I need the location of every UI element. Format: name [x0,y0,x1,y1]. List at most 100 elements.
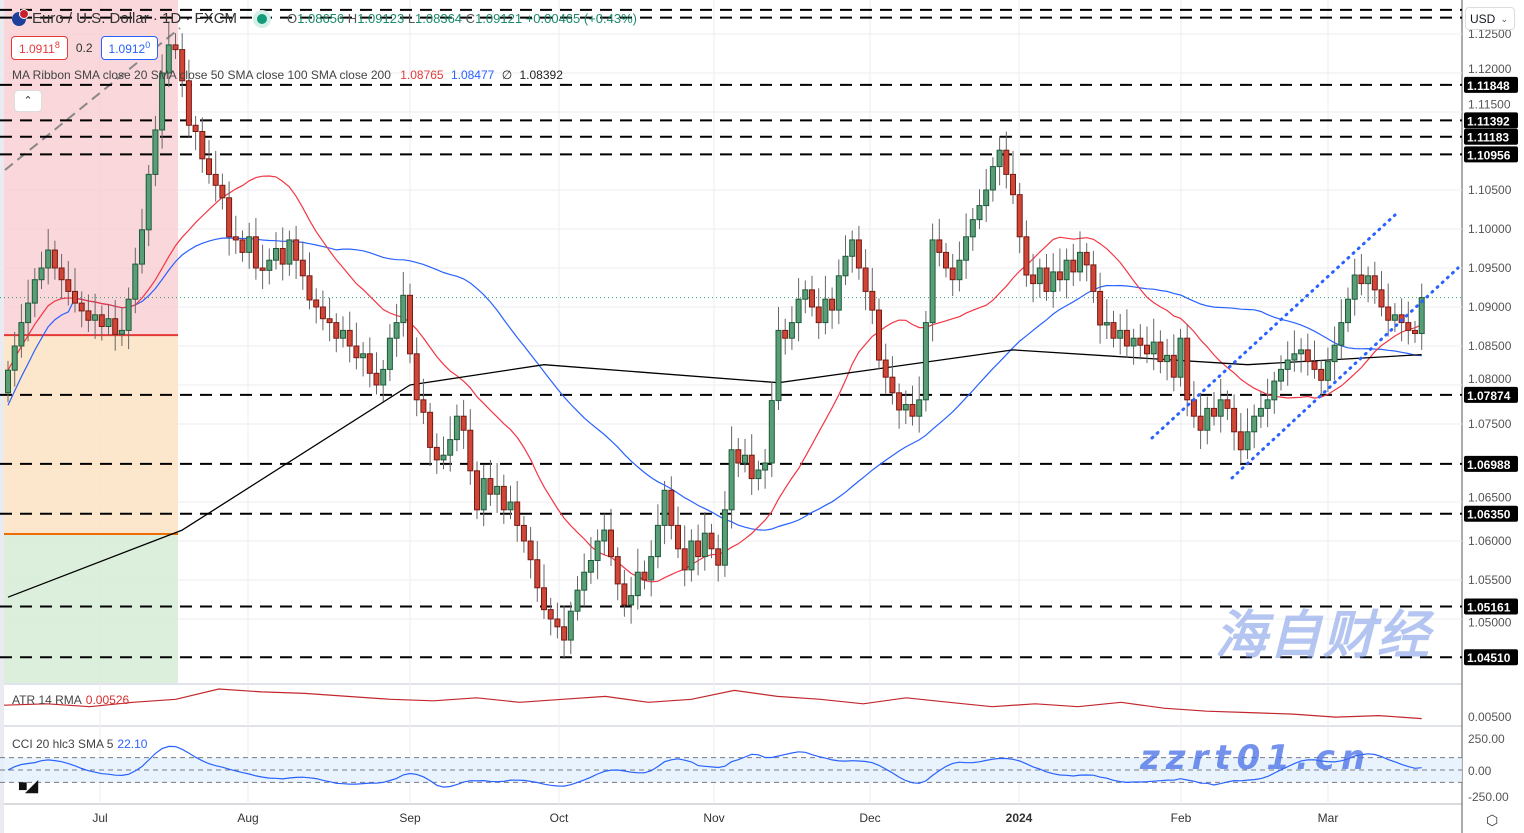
candle [165,21,172,88]
buy-button[interactable]: 1.09120 [100,36,159,60]
candle-body-up [1077,251,1083,273]
candle-body-up [18,322,25,347]
candle [628,576,635,624]
candle [1365,266,1372,303]
candle [346,311,353,363]
candle-body-down [172,44,179,51]
candle-body-down [829,298,836,311]
atr-value: 0.00526 [85,693,130,707]
currency-value: USD [1470,12,1496,26]
candle-body-down [219,184,226,199]
candle-body-down [889,376,896,394]
candle [340,316,346,348]
time-axis[interactable]: Jul Aug Sep Oct Nov Dec 2024 Feb Mar [92,811,1338,825]
candle [440,436,447,470]
candle [902,390,909,424]
candle [480,464,487,527]
candle-body-down [1190,399,1197,417]
candle-body-up [38,267,45,281]
candle [1023,220,1030,287]
candle-body-down [467,429,474,472]
candle-body-up [728,449,735,511]
symbol-title[interactable]: Euro / U.S. Dollar · 1D · FXCM [32,10,238,27]
open-value: 1.08656 [297,11,345,26]
candle [621,569,628,617]
candle [1204,396,1211,445]
trend-channel[interactable] [1150,213,1460,480]
candle [407,283,413,364]
candle [554,602,561,639]
candle-body-up [132,263,139,300]
currency-select[interactable]: USD ⌄ [1465,7,1515,30]
candle-body-down [541,587,547,611]
collapse-legend-button[interactable]: ⌃ [14,90,42,112]
candle-body-up [1298,349,1305,355]
candle-body-up [822,298,829,324]
candle-body-up [1036,267,1043,285]
candle-body-up [1063,259,1070,281]
candle [567,601,574,655]
candle-body-down [681,548,688,571]
price-axis[interactable]: 1.12500 1.12000 1.11500 1.10500 1.10000 1.095… [1463,0,1524,833]
candle [293,225,300,279]
close-label: C [465,11,476,26]
candle-body-down [460,415,467,431]
candle-body-up [628,595,635,606]
candle-body-up [380,368,387,386]
candle [1137,324,1144,360]
horizontal-levels[interactable] [0,8,1462,659]
cci-legend[interactable]: CCI 20 hlc3 SMA 5 22.10 [12,737,147,751]
candle [319,290,326,331]
low-label: L [407,11,416,26]
candle [1418,283,1425,350]
atr-pane [3,688,1422,720]
ma-ribbon-legend[interactable]: MA Ribbon SMA close 20 SMA close 50 SMA … [12,68,563,82]
candle [849,230,856,273]
candle-body-down [65,279,72,292]
candle-body-up [386,337,393,370]
candle-body-down [1318,368,1325,381]
candle [206,140,212,184]
spread-value: 0.2 [75,41,93,55]
candle [715,534,722,582]
candle [1304,333,1311,376]
quote-buttons: 1.09118 0.2 1.09120 [11,36,159,60]
change-value: +0.00465 (+0.43%) [525,11,637,26]
low-value: 1.08364 [415,11,463,26]
candle [802,280,809,314]
candle-body-up [842,255,849,277]
candle [949,253,956,297]
price-tick-label: 1.06500 [1468,491,1512,505]
position-diagonal-line [4,27,181,171]
candle [1150,318,1157,371]
candle-body-down [1144,344,1150,355]
candle-body-up [340,329,346,339]
level-price-label: 1.04510 [1467,651,1511,665]
candle-body-down [279,248,286,265]
candle-body-up [152,129,159,175]
candle [661,480,668,545]
candle [1063,248,1070,299]
atr-legend[interactable]: ATR 14 RMA 0.00526 [12,693,129,707]
candle [1097,272,1104,344]
atr-label: ATR 14 RMA [12,693,82,707]
candle-body-down [641,571,648,581]
chevron-down-icon: ⌄ [1500,14,1508,24]
candle [929,223,936,342]
candle [58,253,65,299]
high-value: 1.09123 [357,11,405,26]
tradingview-logo[interactable]: ■◢ [18,778,38,795]
candle-body-up [1257,407,1264,417]
candle [1311,340,1318,379]
sell-button[interactable]: 1.09118 [11,36,68,60]
candle-body-down [1237,431,1244,451]
candle [782,318,789,355]
candle-body-up [688,540,695,571]
candle [1030,253,1037,303]
settings-hex-icon[interactable]: ⬡ [1486,812,1499,828]
candle [1318,360,1325,397]
candle [507,485,514,520]
cci-line [7,745,1422,788]
